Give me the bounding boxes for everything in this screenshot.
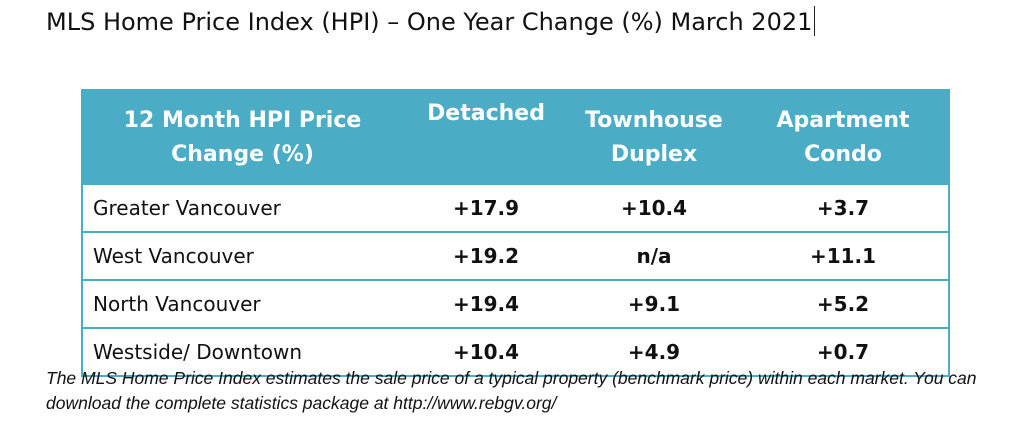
table-header-row: 12 Month HPI Price Change (%) Detached T… [81, 89, 950, 185]
header-price-change: 12 Month HPI Price Change (%) [81, 89, 402, 185]
header-detached: Detached [402, 89, 570, 185]
header-line: Townhouse [585, 108, 723, 133]
title-text: MLS Home Price Index (HPI) – One Year Ch… [46, 8, 813, 36]
header-townhouse: Townhouse Duplex [570, 89, 738, 185]
townhouse-cell: +10.4 [570, 185, 738, 233]
detached-cell: +19.2 [402, 232, 570, 281]
detached-cell: +17.9 [402, 185, 570, 233]
header-apartment: Apartment Condo [738, 89, 950, 185]
apartment-cell: +5.2 [738, 280, 950, 329]
townhouse-cell: +9.1 [570, 280, 738, 329]
detached-cell: +19.4 [402, 280, 570, 329]
table-row: West Vancouver +19.2 n/a +11.1 [81, 232, 950, 281]
table-row: North Vancouver +19.4 +9.1 +5.2 [81, 280, 950, 329]
document-title: MLS Home Price Index (HPI) – One Year Ch… [46, 6, 816, 36]
region-cell: North Vancouver [81, 280, 402, 329]
region-cell: Westside/ Downtown [81, 328, 402, 377]
footnote: The MLS Home Price Index estimates the s… [46, 368, 977, 413]
header-line: Detached [427, 101, 545, 126]
region-cell: West Vancouver [81, 232, 402, 281]
header-line: Change (%) [171, 142, 314, 167]
table-row: Westside/ Downtown +10.4 +4.9 +0.7 [81, 328, 950, 377]
region-cell: Greater Vancouver [81, 185, 402, 233]
apartment-cell: +0.7 [738, 328, 950, 377]
apartment-cell: +11.1 [738, 232, 950, 281]
detached-cell: +10.4 [402, 328, 570, 377]
townhouse-cell: n/a [570, 232, 738, 281]
hpi-table: 12 Month HPI Price Change (%) Detached T… [81, 89, 950, 377]
header-line: Duplex [610, 142, 698, 167]
townhouse-cell: +4.9 [570, 328, 738, 377]
header-line: 12 Month HPI Price [123, 108, 362, 133]
table-row: Greater Vancouver +17.9 +10.4 +3.7 [81, 185, 950, 233]
text-cursor [814, 6, 816, 36]
header-line: Condo [804, 142, 882, 167]
header-line: Apartment [776, 108, 910, 133]
apartment-cell: +3.7 [738, 185, 950, 233]
